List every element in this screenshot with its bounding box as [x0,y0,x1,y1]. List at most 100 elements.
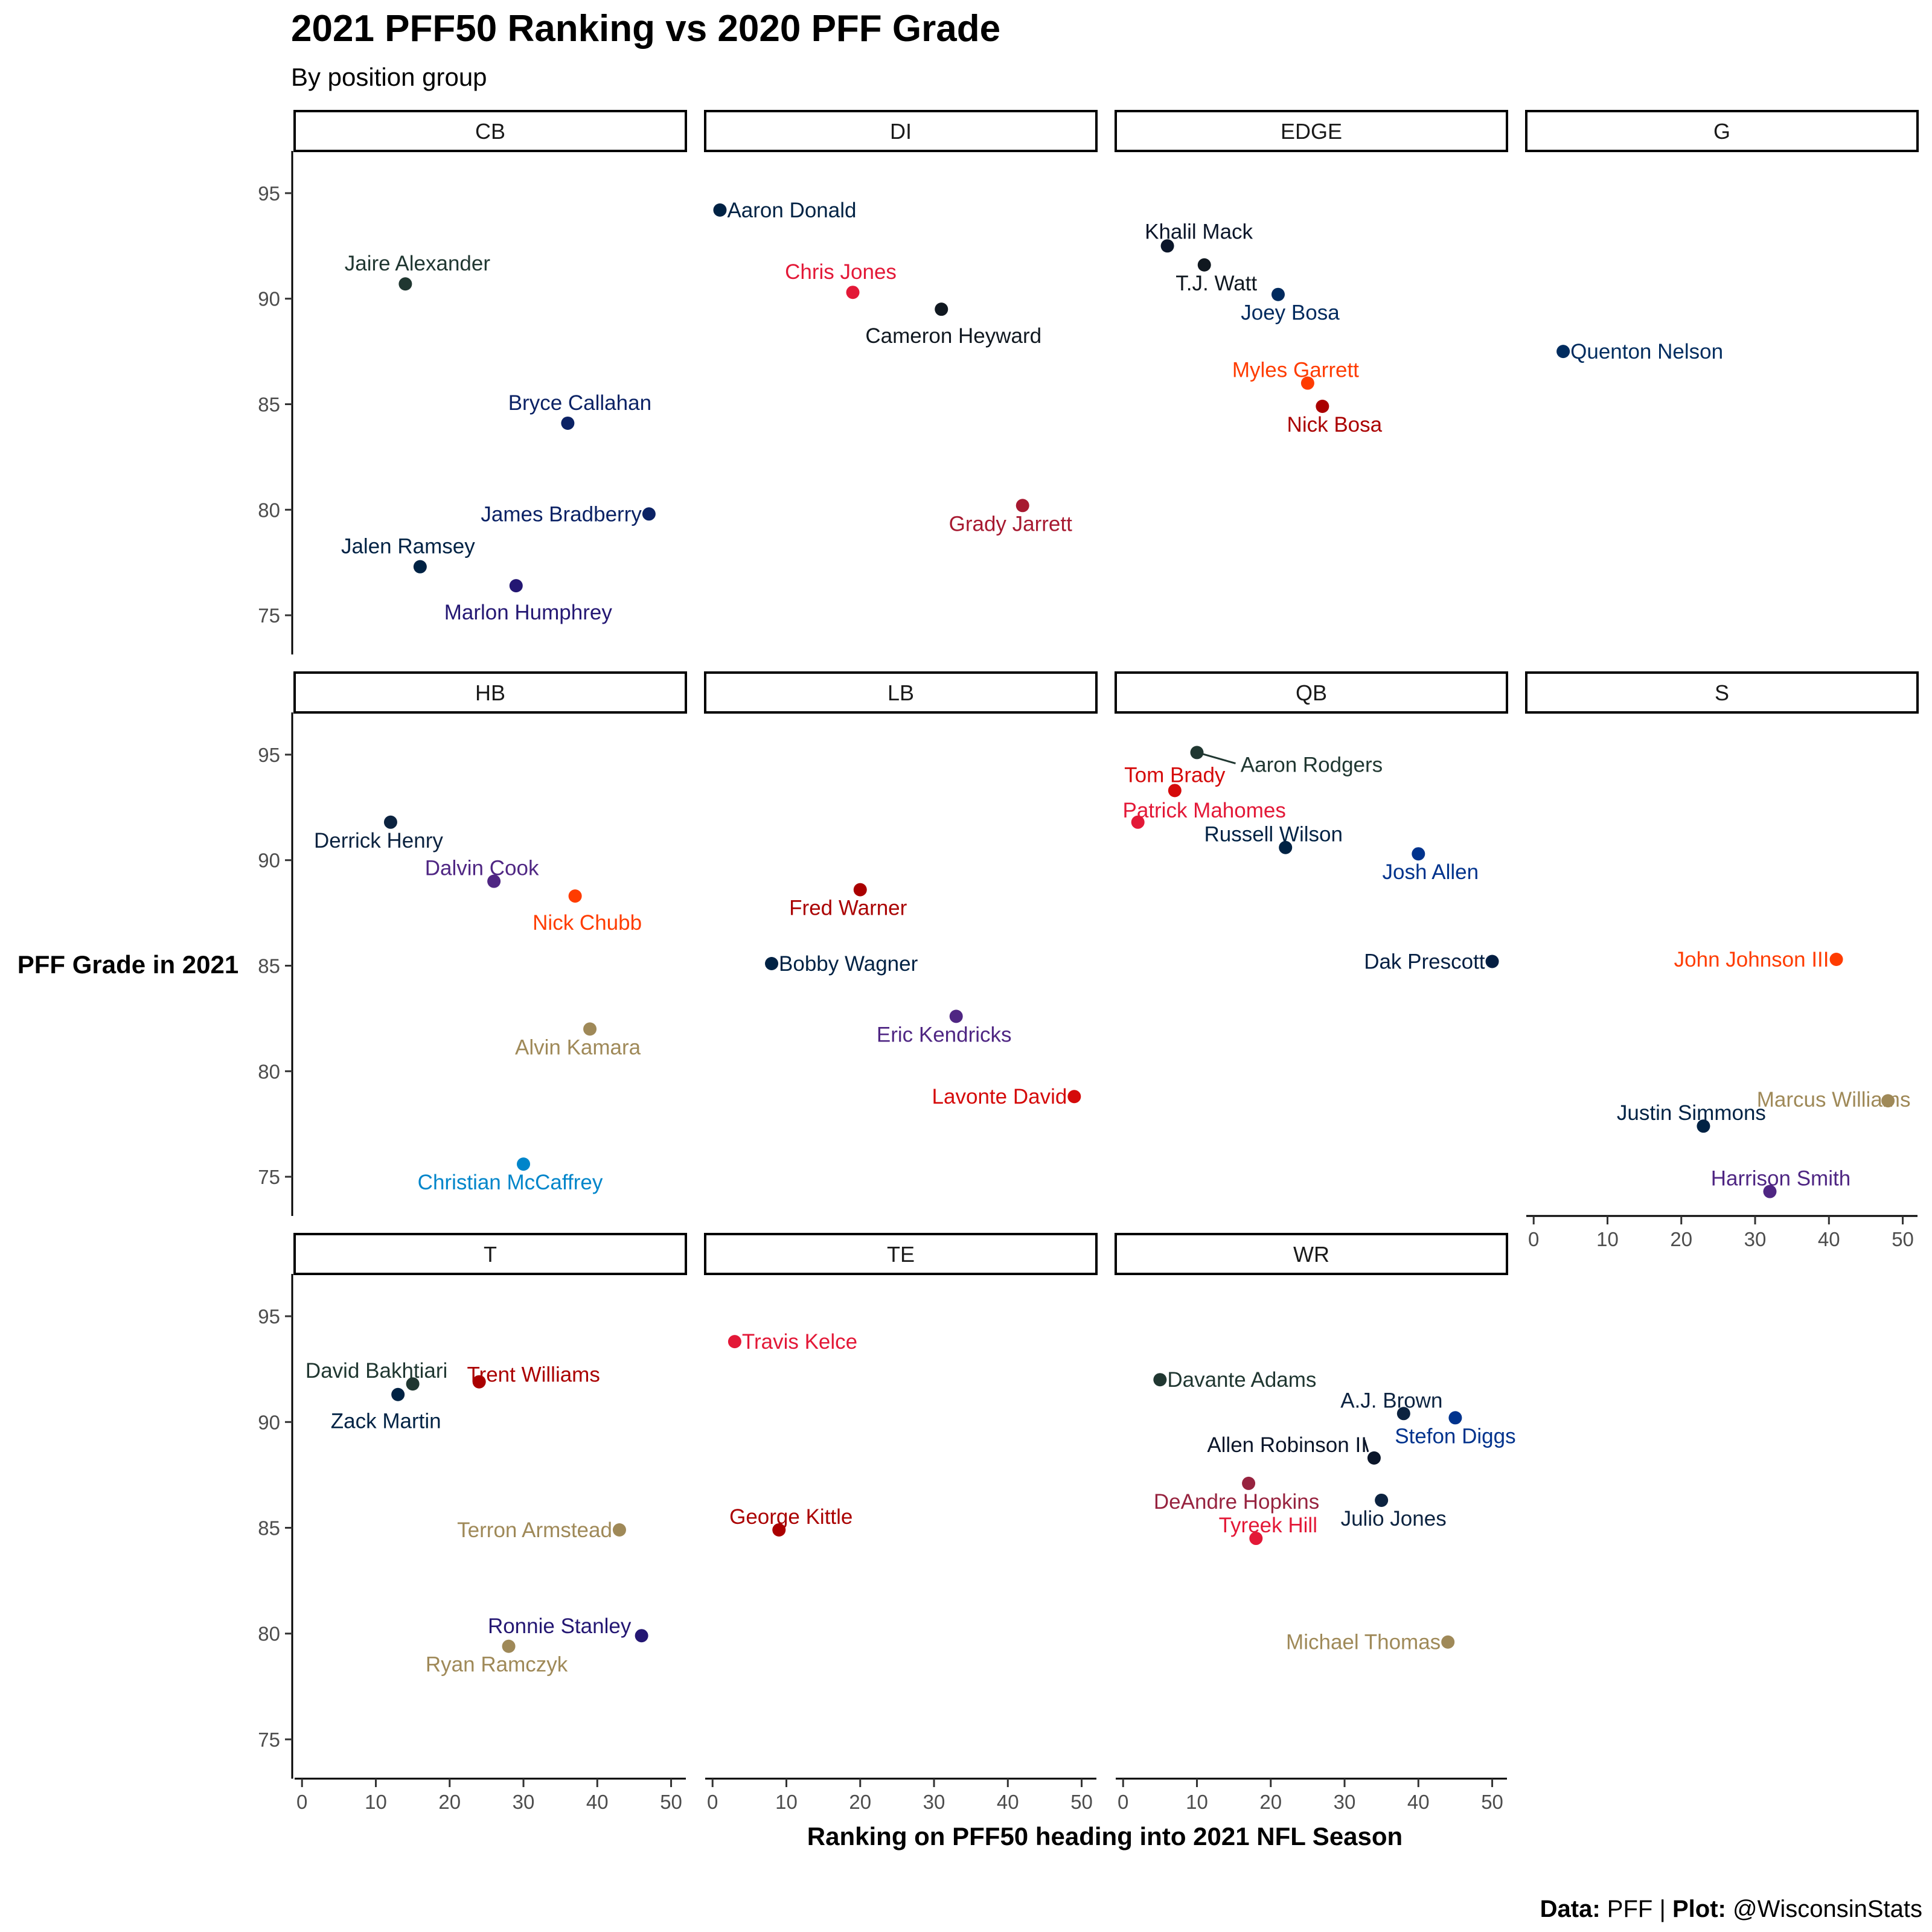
point-aaron-rodgers [1190,746,1204,760]
facet-strip-label: G [1713,119,1730,144]
point-george-kittle [772,1523,786,1537]
y-tick-label: 90 [258,849,280,872]
label-michael-thomas: Michael Thomas [1286,1631,1441,1654]
point-patrick-mahomes [1131,815,1145,829]
point-quenton-nelson [1556,345,1570,359]
label-myles-garrett: Myles Garrett [1232,359,1359,382]
label-tom-brady: Tom Brady [1124,763,1226,787]
x-tick-label: 50 [1070,1791,1093,1813]
x-axis-title: Ranking on PFF50 heading into 2021 NFL S… [807,1822,1403,1850]
label-russell-wilson: Russell Wilson [1204,823,1343,846]
point-eric-kendricks [949,1009,963,1023]
x-tick-label: 10 [1186,1791,1208,1813]
point-michael-thomas [1441,1635,1455,1649]
label-nick-bosa: Nick Bosa [1287,413,1383,437]
label-joey-bosa: Joey Bosa [1241,301,1340,325]
y-tick-label: 90 [258,288,280,310]
label-grady-jarrett: Grady Jarrett [949,512,1072,536]
point-marlon-humphrey [509,579,523,593]
label-bryce-callahan: Bryce Callahan [508,391,651,415]
caption: Data: PFF | Plot: @WisconsinStats [1540,1896,1922,1923]
x-tick-label: 10 [1596,1228,1619,1250]
x-tick-label: 10 [775,1791,798,1813]
facet-strip [1525,671,1919,714]
x-tick-label: 40 [1818,1228,1840,1250]
point-james-bradberry [642,507,656,521]
point-russell-wilson [1279,840,1293,854]
y-tick-label: 75 [258,1166,280,1188]
caption-plot-author: @WisconsinStats [1732,1896,1922,1922]
point-tyreek-hill [1249,1532,1263,1546]
facet-strip-label: LB [888,680,914,705]
point-aaron-donald [713,203,727,217]
point-ronnie-stanley [635,1629,648,1643]
x-tick-label: 0 [707,1791,718,1813]
x-tick-label: 40 [1407,1791,1430,1813]
label-lavonte-david: Lavonte David [932,1085,1067,1108]
label-deandre-hopkins: DeAndre Hopkins [1154,1490,1319,1514]
facet-panels: CB 75 80 85 90 95 Jaire Alexander Bryce Callaha… [258,110,1919,1813]
y-tick-label: 90 [258,1411,280,1433]
point-terron-armstead [612,1523,626,1537]
facet-edge: EDGE Khalil Mack T.J. Watt Joey Bosa Myles G… [1115,110,1508,437]
facet-strip [704,1233,1098,1275]
facet-wr: WR 0 10 20 30 40 50 Davante Adams A.J. Brown Stef… [1115,1233,1516,1813]
label-nick-chubb: Nick Chubb [533,911,642,935]
label-david-bakhtiari: David Bakhtiari [305,1359,447,1383]
label-aaron-rodgers: Aaron Rodgers [1241,753,1383,776]
facet-strip-label: WR [1293,1242,1329,1267]
facet-strip [293,671,687,714]
point-alvin-kamara [583,1022,597,1036]
x-tick-label: 50 [1481,1791,1503,1813]
label-jalen-ramsey: Jalen Ramsey [341,535,475,558]
label-dak-prescott: Dak Prescott [1364,950,1485,974]
point-derrick-henry [383,815,397,829]
label-christian-mccaffrey: Christian McCaffrey [418,1171,603,1194]
label-alvin-kamara: Alvin Kamara [515,1035,641,1059]
label-cameron-heyward: Cameron Heyward [865,324,1041,348]
chart-title: 2021 PFF50 Ranking vs 2020 PFF Grade [291,8,1001,50]
point-myles-garrett [1300,376,1314,390]
label-jaire-alexander: Jaire Alexander [345,252,491,275]
facet-strip [1115,671,1508,714]
facet-t: T 75 80 85 90 95 0 10 20 30 40 50 David Bakhtiari Tre… [258,1233,687,1813]
caption-separator: | [1659,1896,1666,1922]
x-tick-label: 30 [513,1791,535,1813]
point-dak-prescott [1485,955,1499,968]
point-davante-adams [1153,1373,1167,1387]
y-tick-label: 95 [258,1305,280,1328]
label-john-johnson-iii: John Johnson III [1674,948,1829,971]
facet-strip-label: DI [890,119,912,144]
point-zack-martin [391,1387,405,1401]
label-aaron-donald: Aaron Donald [727,199,856,222]
point-justin-simmons [1697,1119,1710,1133]
facet-strip-label: S [1715,680,1729,705]
point-ryan-ramczyk [502,1639,516,1653]
label-josh-allen: Josh Allen [1383,860,1479,884]
point-grady-jarrett [1016,499,1029,513]
facet-strip [293,110,687,152]
y-tick-label: 80 [258,499,280,521]
y-tick-label: 85 [258,955,280,977]
point-christian-mccaffrey [517,1157,531,1171]
facet-strip [293,1233,687,1275]
point-t-j-watt [1197,258,1211,272]
x-tick-label: 0 [296,1791,307,1813]
label-leader-line [1363,1439,1369,1453]
x-tick-label: 40 [997,1791,1019,1813]
point-nick-bosa [1316,399,1329,413]
point-travis-kelce [728,1335,741,1349]
point-cameron-heyward [935,302,948,316]
point-nick-chubb [568,889,582,903]
label-derrick-henry: Derrick Henry [314,829,443,852]
label-ryan-ramczyk: Ryan Ramczyk [426,1653,568,1677]
point-deandre-hopkins [1242,1476,1256,1490]
label-george-kittle: George Kittle [729,1505,852,1529]
label-khalil-mack: Khalil Mack [1145,220,1253,243]
label-allen-robinson-ii: Allen Robinson II [1207,1433,1367,1457]
facet-strip-label: QB [1296,680,1327,705]
label-tyreek-hill: Tyreek Hill [1219,1514,1317,1537]
facet-strip-label: HB [475,680,505,705]
point-bobby-wagner [765,957,779,970]
